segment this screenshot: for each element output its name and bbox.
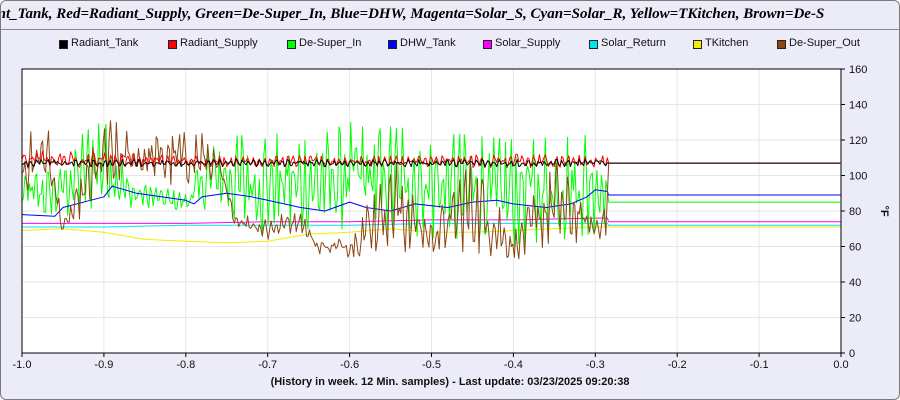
legend-swatch bbox=[388, 40, 397, 49]
y-tick-label: 0 bbox=[849, 348, 855, 360]
y-axis-label: °F bbox=[878, 205, 890, 216]
x-tick-label: -0.7 bbox=[258, 359, 277, 371]
legend-label: TKitchen bbox=[705, 37, 749, 49]
chart-title-bar: iant_Tank, Red=Radiant_Supply, Green=De-… bbox=[1, 1, 899, 30]
x-tick-label: -0.4 bbox=[504, 359, 523, 371]
series-solar-return-line bbox=[22, 222, 841, 228]
legend-label: Radiant_Tank bbox=[71, 37, 139, 49]
y-tick-label: 100 bbox=[849, 171, 867, 183]
y-tick-label: 40 bbox=[849, 277, 861, 289]
x-tick-label: -0.2 bbox=[668, 359, 687, 371]
legend: Radiant_Tank Radiant_Supply De-Super_In DHW… bbox=[1, 35, 899, 55]
y-tick-label: 140 bbox=[849, 100, 867, 112]
footer-note: (History in week. 12 Min. samples) - Las… bbox=[270, 376, 630, 388]
chart-title: iant_Tank, Red=Radiant_Supply, Green=De-… bbox=[1, 6, 825, 22]
x-tick-label: 0.0 bbox=[833, 359, 848, 371]
plot-frame bbox=[21, 68, 842, 354]
x-tick-label: -1.0 bbox=[13, 359, 32, 371]
legend-swatch bbox=[287, 40, 296, 49]
series-dhw-tank-line bbox=[21, 185, 841, 217]
legend-swatch bbox=[693, 40, 702, 49]
legend-label: De-Super_Out bbox=[789, 37, 860, 49]
legend-swatch bbox=[777, 40, 786, 49]
series-solar-supply-line bbox=[22, 217, 841, 224]
y-tick-label: 160 bbox=[849, 64, 867, 76]
x-tick-label: -0.6 bbox=[340, 359, 359, 371]
legend-swatch bbox=[483, 40, 492, 49]
legend-label: Solar_Supply bbox=[495, 37, 561, 49]
legend-swatch bbox=[59, 40, 68, 49]
series-de-super-in-line bbox=[21, 121, 841, 247]
legend-label: DHW_Tank bbox=[400, 37, 456, 49]
x-tick-label: -0.1 bbox=[750, 359, 769, 371]
x-tick-label: -0.3 bbox=[586, 359, 605, 371]
y-tick-label: 120 bbox=[849, 135, 867, 147]
legend-label: Solar_Return bbox=[601, 37, 666, 49]
legend-label: De-Super_In bbox=[299, 37, 362, 49]
y-tick-label: 60 bbox=[849, 242, 861, 254]
legend-swatch bbox=[589, 40, 598, 49]
x-tick-label: -0.5 bbox=[422, 359, 441, 371]
x-tick-label: -0.8 bbox=[176, 359, 195, 371]
x-tick-label: -0.9 bbox=[94, 359, 113, 371]
series-radiant-tank-line bbox=[21, 159, 841, 168]
legend-swatch bbox=[168, 40, 177, 49]
y-tick-label: 80 bbox=[849, 206, 861, 218]
y-tick-label: 20 bbox=[849, 313, 861, 325]
legend-label: Radiant_Supply bbox=[180, 37, 258, 49]
